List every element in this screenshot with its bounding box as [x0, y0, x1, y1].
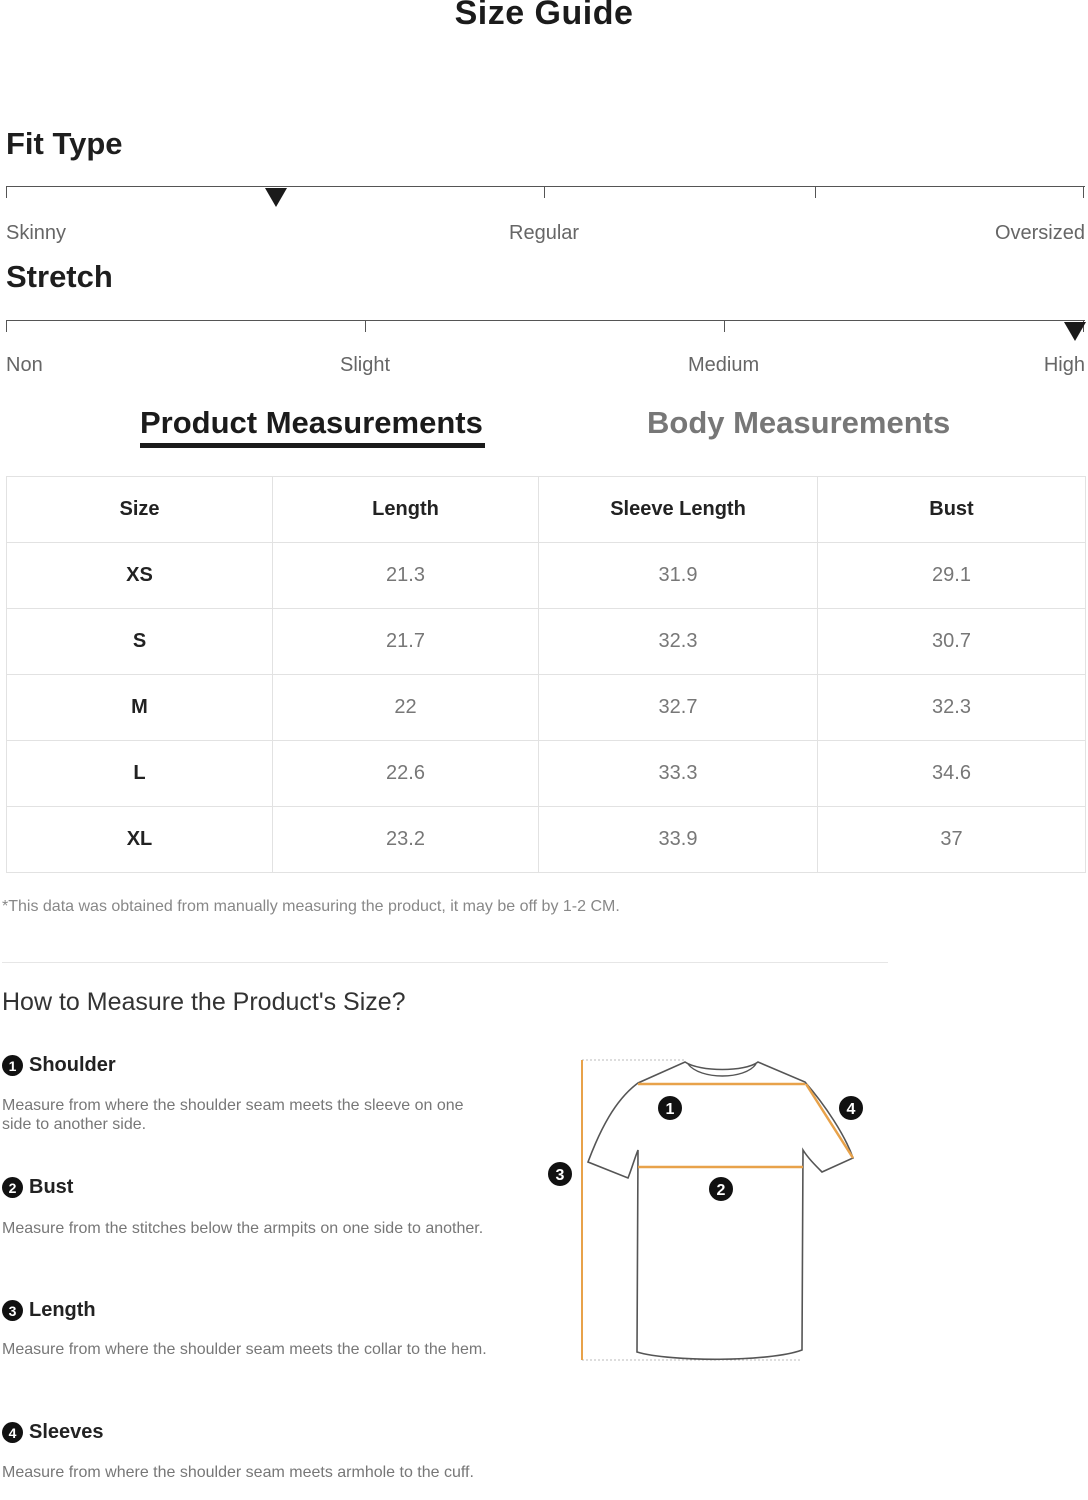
badge-3-icon: 3	[546, 1160, 574, 1188]
svg-text:2: 2	[717, 1182, 726, 1199]
step-sleeves-description: Measure from where the shoulder seam mee…	[2, 1464, 474, 1481]
size-cell: L	[6, 740, 273, 807]
table-row: XS 21.3 31.9 29.1	[6, 542, 1086, 609]
badge-4-icon: 4	[837, 1094, 865, 1122]
header-bust: Bust	[817, 476, 1086, 543]
fit-type-tick	[815, 186, 816, 198]
length-cell: 23.2	[272, 806, 539, 873]
section-divider	[2, 962, 888, 963]
header-length: Length	[272, 476, 539, 543]
header-size: Size	[6, 476, 273, 543]
how-to-measure-title: How to Measure the Product's Size?	[2, 988, 406, 1016]
table-header-row: Size Length Sleeve Length Bust	[6, 476, 1086, 543]
step-title: Length	[29, 1299, 96, 1321]
sleeve-length-cell: 32.7	[538, 674, 818, 741]
header-sleeve-length: Sleeve Length	[538, 476, 818, 543]
step-number-icon: 1	[2, 1055, 23, 1076]
table-row: M 22 32.7 32.3	[6, 674, 1086, 741]
size-cell: S	[6, 608, 273, 675]
stretch-tick	[365, 320, 366, 332]
size-cell: XL	[6, 806, 273, 873]
svg-text:1: 1	[666, 1101, 675, 1118]
size-table: Size Length Sleeve Length Bust XS 21.3 3…	[6, 476, 1086, 873]
step-number-icon: 4	[2, 1422, 23, 1443]
sleeve-measure-line	[804, 1083, 855, 1159]
step-title: Shoulder	[29, 1054, 116, 1076]
stretch-tick	[6, 320, 7, 332]
fit-type-tick	[6, 186, 7, 198]
step-bust-description: Measure from the stitches below the armp…	[2, 1220, 484, 1237]
page-title: Size Guide	[454, 0, 634, 32]
collar-line	[687, 1063, 757, 1077]
bust-cell: 37	[817, 806, 1086, 873]
tab-body-measurements[interactable]: Body Measurements	[647, 405, 951, 440]
fit-type-tick	[1083, 186, 1084, 198]
length-cell: 22.6	[272, 740, 539, 807]
stretch-marker	[1064, 322, 1086, 341]
stretch-label-high: High	[1043, 354, 1085, 376]
sleeve-length-cell: 31.9	[538, 542, 818, 609]
length-cell: 21.3	[272, 542, 539, 609]
measurement-note: *This data was obtained from manually me…	[2, 898, 620, 915]
stretch-label-slight: Slight	[340, 354, 391, 376]
svg-text:4: 4	[847, 1101, 856, 1118]
fit-type-tick	[544, 186, 545, 198]
active-tab-underline	[140, 443, 485, 448]
stretch-scale	[6, 320, 1085, 321]
stretch-label-medium: Medium	[688, 354, 760, 376]
fit-type-label-regular: Regular	[509, 222, 580, 244]
length-cell: 22	[272, 674, 539, 741]
tshirt-measurement-diagram: 1 2 3 4	[546, 1059, 865, 1361]
tab-product-measurements[interactable]: Product Measurements	[140, 405, 483, 440]
bust-cell: 30.7	[817, 608, 1086, 675]
step-shoulder-heading: 1 Shoulder	[2, 1054, 116, 1077]
fit-type-marker	[264, 188, 287, 207]
step-number-icon: 2	[2, 1177, 23, 1198]
sleeve-length-cell: 33.3	[538, 740, 818, 807]
step-title: Sleeves	[29, 1421, 104, 1443]
badge-1-icon: 1	[656, 1094, 684, 1122]
step-title: Bust	[29, 1176, 74, 1198]
step-bust-heading: 2 Bust	[2, 1176, 73, 1199]
bust-cell: 29.1	[817, 542, 1086, 609]
badge-2-icon: 2	[707, 1175, 735, 1203]
table-row: L 22.6 33.3 34.6	[6, 740, 1086, 807]
length-cell: 21.7	[272, 608, 539, 675]
step-shoulder-description: Measure from where the shoulder seam mee…	[2, 1097, 464, 1133]
fit-type-label-skinny: Skinny	[6, 222, 67, 244]
stretch-title: Stretch	[6, 259, 113, 294]
svg-text:3: 3	[556, 1167, 565, 1184]
bust-cell: 34.6	[817, 740, 1086, 807]
step-length-heading: 3 Length	[2, 1299, 96, 1322]
step-number-icon: 3	[2, 1300, 23, 1321]
fit-type-scale	[6, 186, 1085, 187]
stretch-tick	[724, 320, 725, 332]
table-row: S 21.7 32.3 30.7	[6, 608, 1086, 675]
table-row: XL 23.2 33.9 37	[6, 806, 1086, 873]
sleeve-length-cell: 33.9	[538, 806, 818, 873]
tshirt-outline	[586, 1061, 854, 1361]
size-cell: M	[6, 674, 273, 741]
size-cell: XS	[6, 542, 273, 609]
bust-cell: 32.3	[817, 674, 1086, 741]
stretch-label-non: Non	[6, 354, 43, 376]
fit-type-title: Fit Type	[6, 126, 123, 161]
step-length-description: Measure from where the shoulder seam mee…	[2, 1341, 487, 1358]
fit-type-label-oversized: Oversized	[994, 222, 1085, 244]
step-sleeves-heading: 4 Sleeves	[2, 1421, 104, 1444]
sleeve-length-cell: 32.3	[538, 608, 818, 675]
